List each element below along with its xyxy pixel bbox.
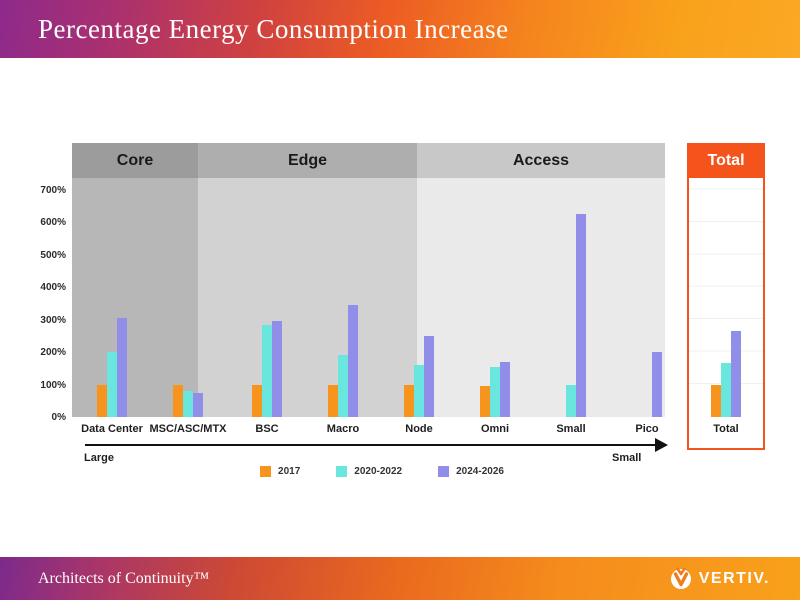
section-access: Access [417, 143, 665, 417]
bar-2020-2022-Node [414, 365, 424, 417]
y-tick-label: 500% [40, 249, 66, 261]
category-label-Small: Small [556, 423, 586, 435]
vertiv-logo: VERTIV. [670, 567, 770, 590]
bar-2017-Node [404, 384, 414, 417]
vertiv-wordmark: VERTIV. [698, 569, 770, 587]
legend-label: 2017 [278, 466, 301, 477]
y-tick-label: 200% [40, 347, 66, 359]
legend-item: 2017 [260, 466, 300, 477]
legend-item: 2024-2026 [438, 466, 504, 477]
bar-2017-BSC [252, 384, 262, 417]
size-axis-arrowhead-icon [655, 438, 668, 452]
bar-2024-2026-Pico [652, 352, 662, 417]
footer-tagline: Architects of Continuity™ [38, 569, 210, 587]
vertiv-emblem-icon [670, 567, 691, 589]
legend-swatch-icon [438, 466, 450, 477]
bar-2020-2022-MSC/ASC/MTX [183, 391, 193, 417]
category-label-Data Center: Data Center [81, 423, 143, 435]
footer-band: Architects of Continuity™ VERTIV. [0, 557, 800, 600]
section-edge-header: Edge [198, 143, 417, 178]
y-tick-label: 100% [40, 379, 66, 391]
category-label-Macro: Macro [326, 423, 360, 435]
category-label-Node: Node [405, 423, 433, 435]
bar-2017-Total [711, 384, 721, 417]
legend-swatch-icon [336, 466, 348, 477]
legend-item: 2020-2022 [336, 466, 402, 477]
bar-2020-2022-Data Center [107, 352, 117, 417]
bar-2024-2026-Small [576, 214, 586, 417]
bar-2024-2026-Omni [500, 361, 510, 417]
bar-2024-2026-Data Center [117, 318, 127, 417]
total-panel: Total [687, 143, 765, 450]
y-tick-label: 300% [40, 314, 66, 326]
y-tick-label: 400% [40, 282, 66, 294]
bar-2024-2026-BSC [272, 321, 282, 417]
size-axis-arrow [85, 444, 657, 446]
bar-2020-2022-Macro [338, 355, 348, 417]
total-panel-body [689, 178, 763, 384]
bar-2024-2026-Node [424, 335, 434, 417]
legend: 2017 2020-2022 2024-2026 [72, 466, 692, 477]
category-label-Omni: Omni [480, 423, 510, 435]
section-edge: Edge [198, 143, 417, 417]
section-access-header: Access [417, 143, 665, 178]
bar-2020-2022-BSC [262, 324, 272, 417]
legend-label: 2024-2026 [456, 466, 504, 477]
size-axis-large-label: Large [84, 452, 114, 464]
total-panel-header: Total [687, 143, 765, 178]
category-label-BSC: BSC [255, 423, 279, 435]
bar-2017-Data Center [97, 384, 107, 417]
bar-2017-Macro [328, 384, 338, 417]
category-label-Pico: Pico [635, 423, 659, 435]
bar-2024-2026-Total [731, 331, 741, 417]
legend-swatch-icon [260, 466, 272, 477]
section-access-body [417, 178, 665, 417]
section-core-body [72, 178, 198, 417]
bar-2017-Omni [480, 386, 490, 417]
page-title: Percentage Energy Consumption Increase [38, 13, 509, 44]
y-tick-label: 700% [40, 185, 66, 196]
bar-2020-2022-Small [566, 384, 576, 417]
y-tick-label: 600% [40, 217, 66, 229]
bar-2020-2022-Total [721, 363, 731, 417]
size-axis-small-label: Small [612, 452, 642, 464]
header-band: Percentage Energy Consumption Increase [0, 0, 800, 58]
y-tick-label: 0% [51, 412, 66, 423]
section-core-header: Core [72, 143, 198, 178]
bar-2020-2022-Omni [490, 366, 500, 417]
bar-2024-2026-MSC/ASC/MTX [193, 392, 203, 417]
category-label-Total: Total [713, 423, 739, 435]
bar-2017-MSC/ASC/MTX [173, 384, 183, 417]
category-label-MSC/ASC/MTX: MSC/ASC/MTX [149, 423, 227, 435]
section-core: Core [72, 143, 198, 417]
legend-label: 2020-2022 [354, 466, 403, 477]
section-edge-body [198, 178, 417, 417]
bar-2024-2026-Macro [348, 305, 358, 417]
